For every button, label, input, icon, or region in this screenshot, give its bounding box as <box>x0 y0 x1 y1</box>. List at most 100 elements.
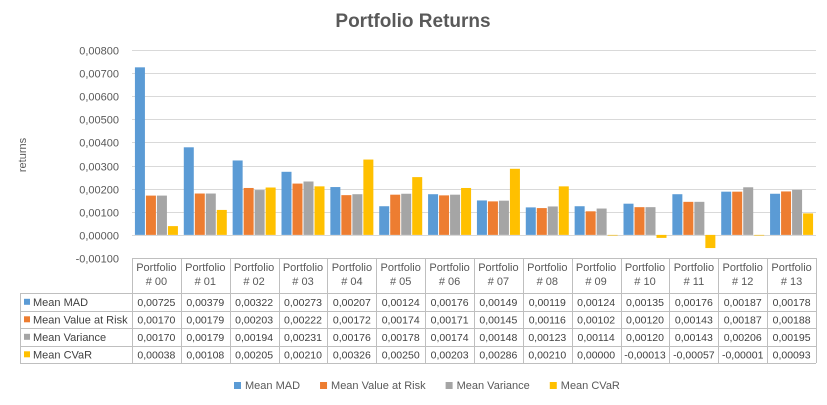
bars <box>134 67 814 249</box>
data-label: 0,00178 <box>382 332 420 344</box>
data-label: 0,00725 <box>137 297 175 309</box>
data-label: 0,00174 <box>382 314 420 326</box>
data-label: 0,00231 <box>284 332 322 344</box>
legend-swatch <box>549 382 557 389</box>
bar <box>487 201 498 235</box>
y-tick-label: 0,00600 <box>79 92 119 104</box>
y-tick-label: 0,00000 <box>79 231 119 243</box>
y-tick-label: 0,00500 <box>79 115 119 127</box>
row-key <box>24 333 30 340</box>
row-key <box>24 351 30 358</box>
data-label: -0,00013 <box>624 349 666 361</box>
bar <box>243 187 254 235</box>
legend: Mean MAD Mean Value at Risk Mean Variance M… <box>234 380 620 392</box>
legend-entry: Mean CVaR <box>561 380 620 392</box>
data-label: 0,00145 <box>479 314 517 326</box>
bar <box>525 207 536 235</box>
data-label: 0,00120 <box>626 332 664 344</box>
data-label: 0,00174 <box>431 332 469 344</box>
category-label: Portfolio <box>283 262 323 274</box>
data-label: 0,00210 <box>528 349 566 361</box>
y-tick-label: 0,00200 <box>79 185 119 197</box>
data-label: 0,00187 <box>724 297 762 309</box>
category-label: # 09 <box>585 276 606 288</box>
bar <box>754 234 765 236</box>
bar <box>547 206 558 235</box>
bar <box>574 206 585 235</box>
bar <box>341 195 352 235</box>
data-label: 0,00250 <box>382 349 420 361</box>
data-label: 0,00273 <box>284 297 322 309</box>
data-label: 0,00170 <box>137 314 175 326</box>
bar <box>792 189 803 235</box>
legend-swatch <box>320 382 328 389</box>
data-label: 0,00205 <box>235 349 273 361</box>
data-label: 0,00120 <box>626 314 664 326</box>
bar <box>476 200 487 235</box>
bar <box>743 187 754 235</box>
data-label: 0,00206 <box>724 332 762 344</box>
data-label: 0,00114 <box>578 332 615 344</box>
data-label: -0,00001 <box>722 349 764 361</box>
data-label: 0,00143 <box>675 314 713 326</box>
data-label: 0,00203 <box>431 349 469 361</box>
data-label: 0,00379 <box>186 297 224 309</box>
category-label: # 05 <box>390 276 411 288</box>
category-label: Portfolio <box>576 262 616 274</box>
category-label: Portfolio <box>429 262 469 274</box>
data-label: 0,00207 <box>333 297 371 309</box>
bar <box>205 193 216 235</box>
bar <box>770 193 781 235</box>
data-label: 0,00148 <box>479 332 517 344</box>
bar <box>656 234 667 238</box>
data-label: 0,00178 <box>773 297 811 309</box>
data-label: 0,00143 <box>675 332 713 344</box>
bar <box>536 208 547 235</box>
bar <box>303 181 314 235</box>
data-label: 0,00170 <box>137 332 175 344</box>
bar <box>254 190 265 235</box>
category-label: # 11 <box>684 276 705 288</box>
bar <box>694 201 705 235</box>
bar <box>596 208 607 235</box>
bar <box>672 194 683 235</box>
data-label: 0,00135 <box>626 297 664 309</box>
data-label: -0,00057 <box>673 349 715 361</box>
category-label: # 12 <box>732 276 753 288</box>
data-label: 0,00286 <box>479 349 517 361</box>
y-tick-label: 0,00300 <box>79 162 119 174</box>
bar <box>401 193 412 235</box>
category-label: # 06 <box>439 276 460 288</box>
bar <box>194 193 205 235</box>
data-label: 0,00222 <box>284 314 322 326</box>
category-label: # 00 <box>146 276 167 288</box>
data-label: 0,00188 <box>773 314 811 326</box>
data-label: 0,00322 <box>235 297 273 309</box>
bar <box>509 168 520 235</box>
row-key <box>24 298 30 305</box>
bar <box>803 213 814 235</box>
legend-entry: Mean MAD <box>245 380 300 392</box>
data-label: 0,00124 <box>577 297 615 309</box>
category-label: # 13 <box>781 276 802 288</box>
bar <box>683 201 694 235</box>
bar <box>330 187 341 235</box>
data-label: 0,00176 <box>333 332 371 344</box>
data-label: 0,00000 <box>577 349 615 361</box>
legend-swatch <box>234 382 241 389</box>
category-label: Portfolio <box>771 262 811 274</box>
category-label: # 02 <box>243 276 264 288</box>
data-label: 0,00038 <box>137 349 175 361</box>
data-label: 0,00119 <box>529 297 566 309</box>
y-tick-label: 0,00800 <box>79 46 119 58</box>
data-label: 0,00210 <box>284 349 322 361</box>
category-label: # 08 <box>537 276 558 288</box>
category-label: # 07 <box>488 276 509 288</box>
row-name: Mean Value at Risk <box>33 314 128 326</box>
bar <box>314 186 325 235</box>
bar <box>705 234 716 249</box>
category-label: Portfolio <box>478 262 518 274</box>
y-axis-label: returns <box>17 137 29 172</box>
bar <box>156 195 167 235</box>
category-label: Portfolio <box>723 262 763 274</box>
